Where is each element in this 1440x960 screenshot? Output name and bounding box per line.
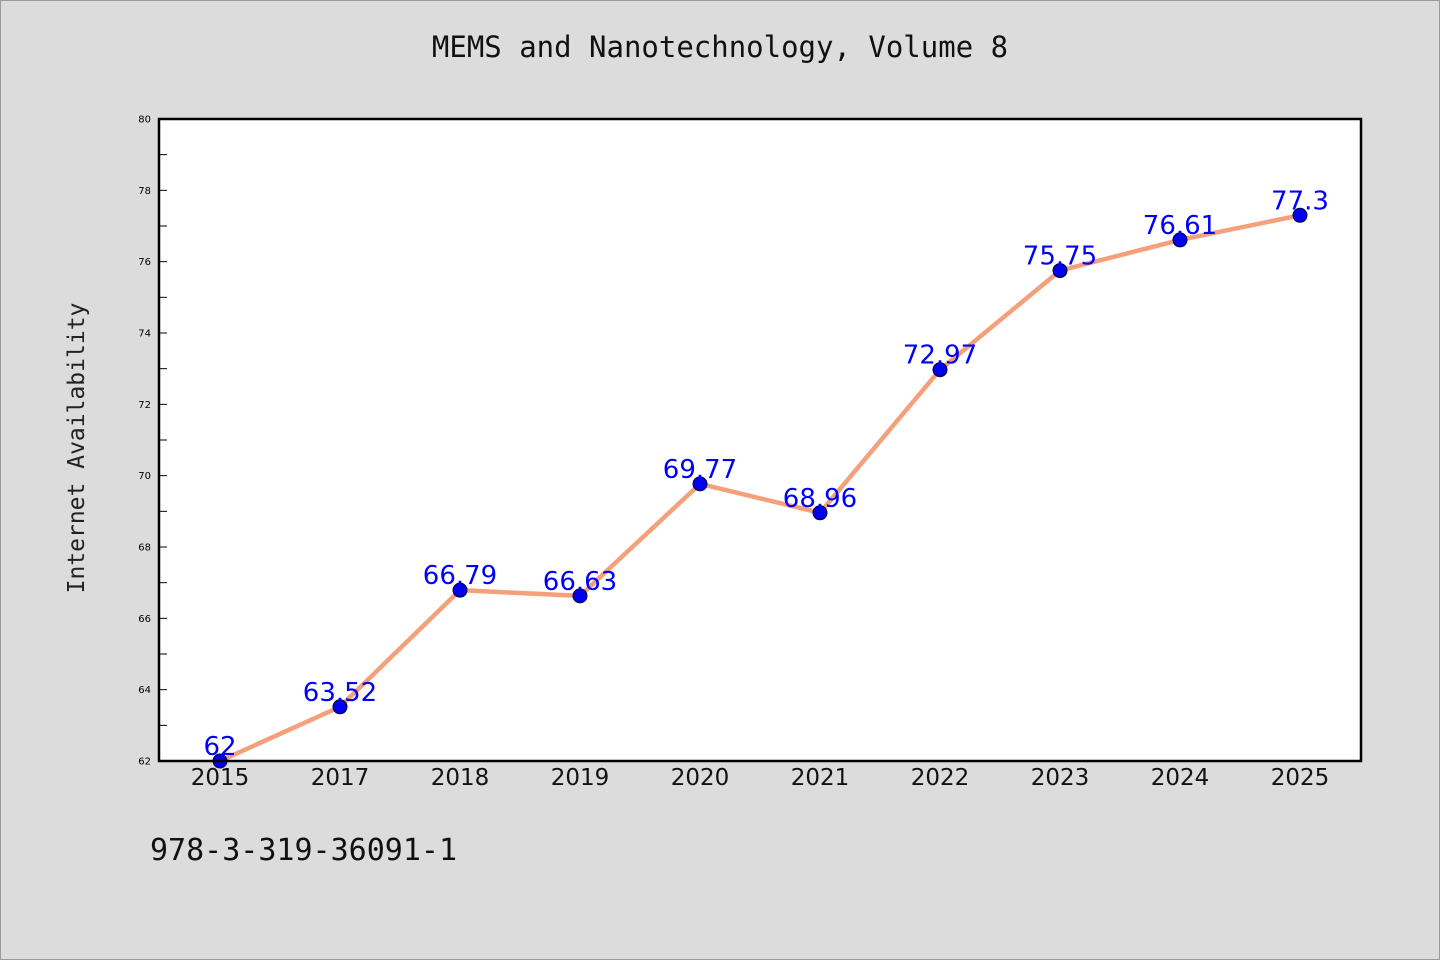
data-label: 68.96 <box>783 484 857 514</box>
x-tick-label: 2024 <box>1151 765 1210 791</box>
data-label: 66.79 <box>423 561 497 591</box>
y-tick-label: 66 <box>138 614 151 625</box>
x-tick-label: 2018 <box>431 765 490 791</box>
y-tick-label: 78 <box>138 186 151 197</box>
data-label: 76.61 <box>1143 211 1217 241</box>
x-tick-label: 2020 <box>671 765 730 791</box>
x-tick-label: 2019 <box>551 765 610 791</box>
data-label: 62 <box>203 732 236 762</box>
data-point-marker <box>452 582 468 598</box>
y-tick-label: 76 <box>138 257 151 268</box>
y-tick-label: 64 <box>138 685 151 696</box>
data-point-marker <box>692 476 708 492</box>
data-point-marker <box>1292 207 1308 223</box>
data-point-marker <box>572 588 588 604</box>
x-tick-label: 2022 <box>911 765 970 791</box>
x-tick-label: 2015 <box>191 765 250 791</box>
data-label: 69.77 <box>663 455 737 485</box>
data-point-marker <box>932 362 948 378</box>
data-label: 72.97 <box>903 341 977 371</box>
plot-border <box>157 117 1363 763</box>
data-label: 63.52 <box>303 678 377 708</box>
data-point-marker <box>1052 263 1068 279</box>
series-group: 62 63.52 66.79 66.63 69.77 68.96 72.97 75.75 76.… <box>203 186 1329 769</box>
data-label: 66.63 <box>543 567 617 597</box>
y-tick-label: 72 <box>138 400 151 411</box>
series-line <box>217 213 1303 764</box>
y-tick-label: 70 <box>138 471 151 482</box>
plot-area <box>159 119 1361 761</box>
data-point-marker <box>1172 232 1188 248</box>
x-tick-label: 2017 <box>311 765 370 791</box>
y-tick-label: 68 <box>138 543 151 554</box>
chart-title: MEMS and Nanotechnology, Volume 8 <box>431 30 1009 64</box>
data-label: 75.75 <box>1023 242 1097 272</box>
x-tick-label: 2025 <box>1271 765 1330 791</box>
data-point-marker <box>332 699 348 715</box>
data-label: 77.3 <box>1271 186 1329 216</box>
isbn-label: 978-3-319-36091-1 <box>150 833 458 868</box>
data-point-marker <box>812 505 828 521</box>
x-axis-ticks: 2015 2017 2018 2019 2020 2021 2022 2023 2024 2025 <box>191 765 1330 791</box>
x-tick-label: 2023 <box>1031 765 1090 791</box>
y-tick-label: 62 <box>138 757 151 768</box>
y-tick-label: 74 <box>138 329 151 340</box>
x-tick-label: 2021 <box>791 765 850 791</box>
y-tick-label: 80 <box>138 115 151 126</box>
